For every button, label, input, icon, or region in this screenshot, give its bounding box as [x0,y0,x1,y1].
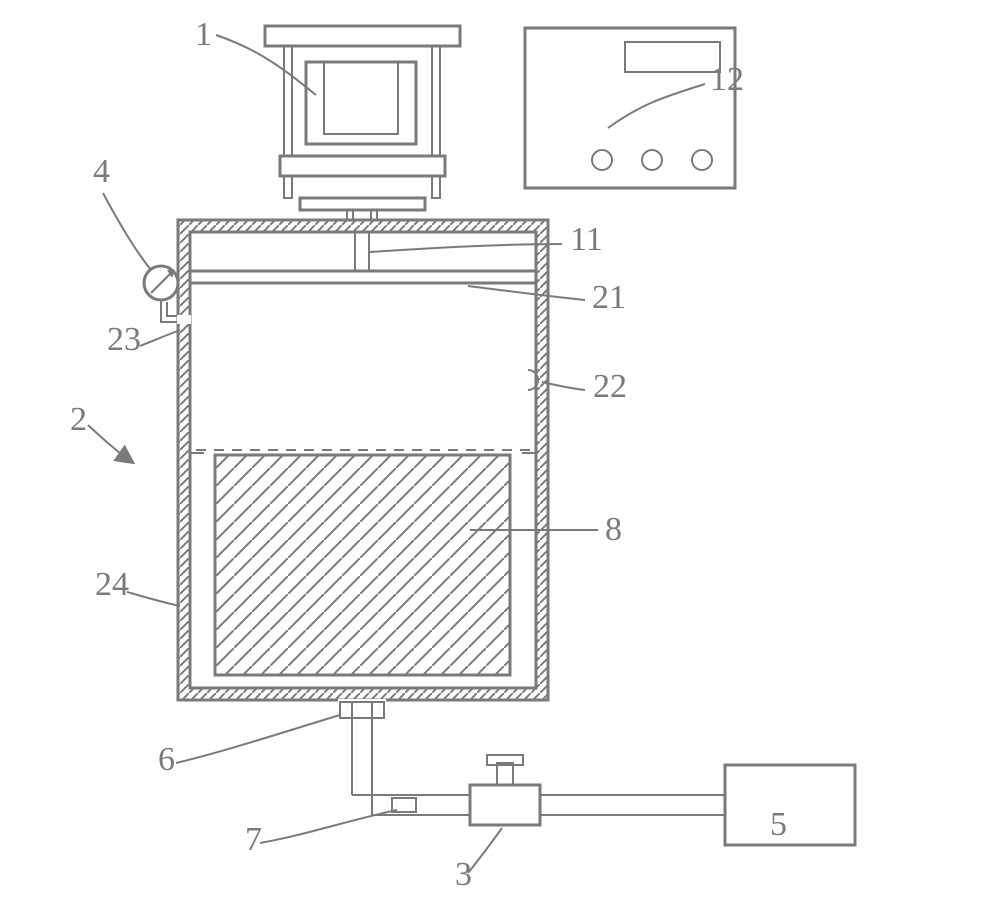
label-5: 5 [770,806,787,843]
label-2: 2 [70,401,87,438]
label-23: 23 [107,321,141,358]
label-8: 8 [605,511,622,548]
label-24: 24 [95,566,129,603]
label-3: 3 [455,856,472,893]
label-22: 22 [593,368,627,405]
engineering-diagram: 1 12 4 11 23 21 22 2 8 24 6 7 3 5 [0,0,1000,913]
label-4: 4 [93,153,110,190]
label-1: 1 [195,16,212,53]
label-7: 7 [245,821,262,858]
controller [525,28,735,188]
press-assembly [265,26,460,220]
label-11: 11 [570,221,603,258]
label-6: 6 [158,741,175,778]
vessel [178,220,548,700]
label-21: 21 [592,279,626,316]
label-12: 12 [710,61,744,98]
